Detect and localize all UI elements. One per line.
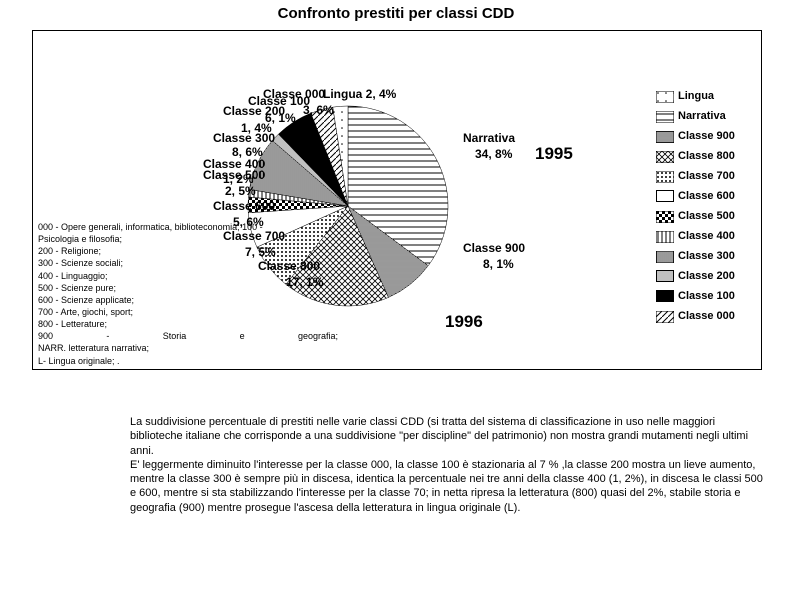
label-c900-pct: 8, 1% — [483, 257, 514, 271]
legend-row: Classe 100 — [656, 286, 751, 306]
legend-label: Classe 400 — [678, 230, 735, 242]
legend-swatch — [656, 90, 674, 102]
label-c600: Classe 600 — [213, 199, 275, 213]
label-c000-pct: 3, 6% — [303, 103, 334, 117]
legend-swatch — [656, 170, 674, 182]
legend-label: Classe 800 — [678, 150, 735, 162]
label-narrativa: Narrativa — [463, 131, 515, 145]
label-c300-pct: 8, 6% — [232, 145, 263, 159]
legend-label: Classe 900 — [678, 130, 735, 142]
legend-row: Classe 700 — [656, 166, 751, 186]
legend-row: Classe 900 — [656, 126, 751, 146]
year-1996: 1996 — [445, 312, 483, 332]
key-line: 000 - Opere generali, informatica, bibli… — [38, 221, 268, 233]
description-paragraph: La suddivisione percentuale di prestiti … — [130, 415, 770, 515]
legend-label: Narrativa — [678, 110, 726, 122]
legend-swatch — [656, 230, 674, 242]
legend-label: Classe 700 — [678, 170, 735, 182]
chart-container: Narrativa 34, 8% Classe 900 8, 1% Classe 800… — [32, 30, 762, 370]
legend-label: Classe 300 — [678, 250, 735, 262]
legend-label: Classe 600 — [678, 190, 735, 202]
key-line: 200 - Religione; — [38, 245, 268, 257]
legend-swatch — [656, 130, 674, 142]
legend-row: Classe 000 — [656, 306, 751, 326]
label-c900: Classe 900 — [463, 241, 525, 255]
year-1995: 1995 — [535, 144, 573, 164]
key-line: 800 - Letterature; — [38, 318, 268, 330]
legend-swatch — [656, 310, 674, 322]
key-line: NARR. letteratura narrativa; — [38, 342, 268, 354]
paragraph-line: E' leggermente diminuito l'interesse per… — [130, 458, 770, 515]
key-line: 500 - Scienze pure; — [38, 282, 268, 294]
key-line: L- Lingua originale; . — [38, 355, 268, 367]
legend-row: Lingua — [656, 86, 751, 106]
label-lingua: Lingua 2, 4% — [323, 87, 396, 101]
key-line: 700 - Arte, giochi, sport; — [38, 306, 268, 318]
label-c800-pct: 17, 1% — [286, 275, 323, 289]
label-c400-pct: 1, 2% — [223, 172, 254, 186]
legend-swatch — [656, 250, 674, 262]
legend-swatch — [656, 210, 674, 222]
label-c100-pct: 6, 1% — [265, 111, 296, 125]
legend-label: Classe 100 — [678, 290, 735, 302]
label-narrativa-pct: 34, 8% — [475, 147, 512, 161]
legend-row: Classe 800 — [656, 146, 751, 166]
label-c500-pct: 2, 5% — [225, 184, 256, 198]
key-line: Psicologia e filosofia; — [38, 233, 268, 245]
page-title: Confronto prestiti per classi CDD — [0, 5, 792, 22]
legend-label: Classe 200 — [678, 270, 735, 282]
key-line: 900-Storiaegeografia; — [38, 330, 338, 342]
legend-row: Narrativa — [656, 106, 751, 126]
legend-label: Lingua — [678, 90, 714, 102]
legend-swatch — [656, 270, 674, 282]
key-line: 600 - Scienze applicate; — [38, 294, 268, 306]
paragraph-line: La suddivisione percentuale di prestiti … — [130, 415, 770, 458]
label-c400: Classe 400 — [203, 157, 265, 171]
label-c000: Classe 000 — [263, 87, 325, 101]
legend-swatch — [656, 110, 674, 122]
key-line: 400 - Linguaggio; — [38, 270, 268, 282]
legend-swatch — [656, 150, 674, 162]
legend-row: Classe 400 — [656, 226, 751, 246]
legend-row: Classe 600 — [656, 186, 751, 206]
legend-swatch — [656, 290, 674, 302]
legend-row: Classe 200 — [656, 266, 751, 286]
legend-row: Classe 500 — [656, 206, 751, 226]
legend-row: Classe 300 — [656, 246, 751, 266]
legend-swatch — [656, 190, 674, 202]
legend: Lingua Narrativa Classe 900 Classe 800 Class… — [656, 86, 751, 326]
key-line: 300 - Scienze sociali; — [38, 257, 268, 269]
class-key: 000 - Opere generali, informatica, bibli… — [38, 221, 268, 367]
legend-label: Classe 000 — [678, 310, 735, 322]
legend-label: Classe 500 — [678, 210, 735, 222]
